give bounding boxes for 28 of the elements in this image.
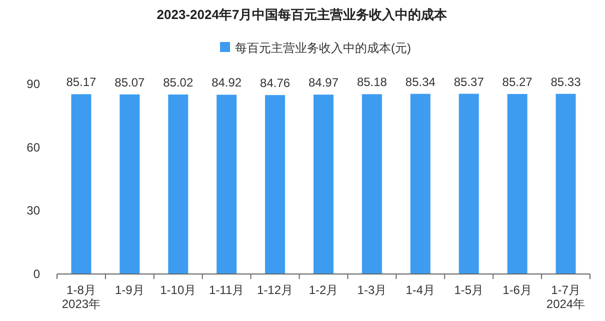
data-label: 85.34 bbox=[405, 74, 436, 89]
x-tick-label: 1-4月 bbox=[406, 283, 436, 297]
x-tick-label: 1-9月 bbox=[115, 283, 144, 297]
x-tick-label: 1-8月 2023年 bbox=[62, 283, 101, 311]
y-tick-label: 30 bbox=[26, 204, 40, 218]
data-label: 85.27 bbox=[502, 74, 533, 89]
x-tick-label: 1-12月 bbox=[257, 283, 294, 297]
x-tick-label: 1-5月 bbox=[454, 283, 484, 297]
chart-title: 2023-2024年7月中国每百元主营业务收入中的成本 bbox=[156, 7, 448, 22]
data-label: 85.18 bbox=[356, 75, 388, 90]
data-label: 85.02 bbox=[163, 76, 194, 90]
data-label: 85.33 bbox=[550, 74, 582, 89]
legend-label: 每百元主营业务收入中的成本(元) bbox=[235, 41, 411, 55]
data-label: 85.07 bbox=[114, 75, 146, 90]
x-tick-label: 1-7月 2024年 bbox=[546, 283, 586, 311]
x-tick-label: 1-11月 bbox=[209, 283, 244, 297]
x-tick-label: 1-6月 bbox=[502, 283, 532, 297]
x-tick-label: 1-3月 bbox=[357, 283, 387, 297]
y-tick-label: 90 bbox=[26, 77, 40, 91]
y-tick-label: 0 bbox=[33, 267, 40, 281]
y-tick-label: 60 bbox=[26, 140, 40, 154]
x-tick-label: 1-2月 bbox=[308, 283, 338, 297]
data-label: 84.92 bbox=[212, 76, 242, 90]
data-label: 85.17 bbox=[66, 75, 97, 90]
x-tick-label: 1-10月 bbox=[160, 283, 196, 297]
data-label: 84.76 bbox=[260, 76, 290, 90]
data-label: 84.97 bbox=[308, 76, 339, 90]
data-label: 85.37 bbox=[454, 74, 484, 89]
